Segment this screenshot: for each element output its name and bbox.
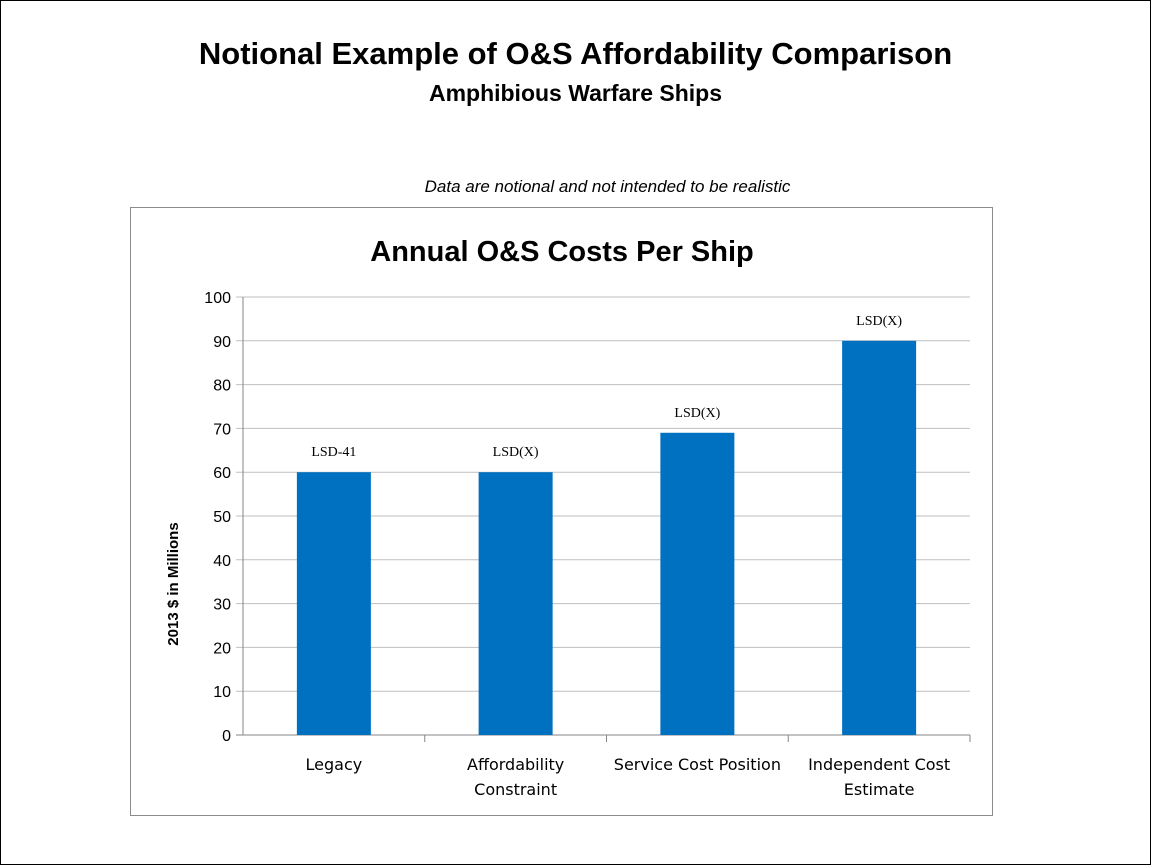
y-tick-label: 70	[213, 421, 231, 438]
slide-subtitle: Amphibious Warfare Ships	[428, 80, 723, 106]
bar-data-label: LSD(X)	[674, 406, 720, 421]
bar	[660, 432, 735, 735]
y-tick-label: 60	[213, 465, 231, 482]
y-tick-label: 30	[213, 597, 231, 614]
chart-title: Annual O&S Costs Per Ship	[370, 236, 754, 268]
x-category-label: Affordability Constraint	[467, 755, 564, 799]
slide-title: Notional Example of O&S Affordability Co…	[198, 36, 953, 71]
bar-chart: Annual O&S Costs Per Ship 2013 $ in Mill…	[165, 236, 971, 799]
disclaimer-note: Data are notional and not intended to be…	[424, 177, 791, 196]
y-tick-label: 50	[213, 509, 231, 526]
bar-data-label: LSD(X)	[493, 445, 539, 460]
y-tick-label: 0	[222, 728, 231, 745]
y-tick-label: 80	[213, 378, 231, 395]
bar-data-label: LSD-41	[311, 445, 356, 460]
y-tick-label: 20	[213, 640, 231, 657]
x-category-label: Service Cost Position	[614, 755, 781, 774]
bar	[842, 340, 917, 735]
x-category-label: Independent Cost Estimate	[808, 755, 950, 799]
y-axis-label: 2013 $ in Millions	[165, 522, 182, 645]
bar-data-label: LSD(X)	[856, 314, 902, 329]
x-category-label: Legacy	[306, 755, 363, 774]
bar	[296, 472, 371, 735]
y-tick-label: 100	[204, 290, 231, 307]
y-tick-label: 10	[213, 684, 231, 701]
y-tick-label: 40	[213, 553, 231, 570]
y-tick-label: 90	[213, 334, 231, 351]
bar	[478, 472, 553, 735]
